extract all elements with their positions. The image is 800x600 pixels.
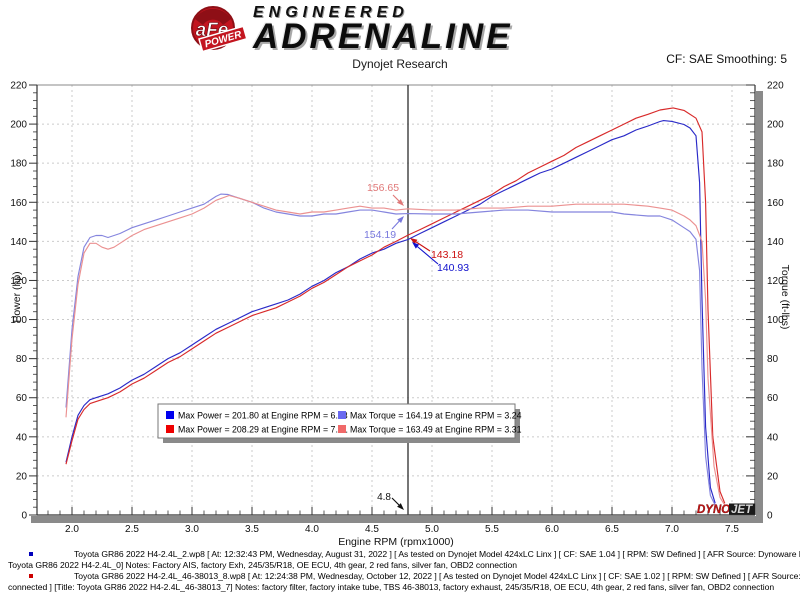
svg-text:200: 200 <box>767 120 784 131</box>
svg-text:140: 140 <box>10 237 27 248</box>
svg-text:40: 40 <box>16 432 28 443</box>
svg-text:4.5: 4.5 <box>365 524 379 535</box>
svg-text:Engine RPM (rpmx1000): Engine RPM (rpmx1000) <box>338 536 454 548</box>
svg-text:156.65: 156.65 <box>367 182 399 194</box>
run2-annotation: Toyota GR86 2022 H4-2.4L_46-38013_8.wp8 … <box>0 571 800 592</box>
svg-text:0: 0 <box>21 511 27 522</box>
svg-text:140: 140 <box>767 237 784 248</box>
dynojet-logo: DYNO JET <box>697 503 756 516</box>
power-run2-curve <box>65 107 726 504</box>
chart-source-title: Dynojet Research <box>352 57 448 71</box>
svg-text:20: 20 <box>767 471 779 482</box>
gridlines <box>37 85 755 515</box>
afe-power-badge-icon: aFe ® POWER <box>191 6 247 53</box>
svg-text:7.0: 7.0 <box>665 524 679 535</box>
svg-text:60: 60 <box>16 393 28 404</box>
run2-line2: connected ] [Title: Toyota GR86 2022 H4-… <box>8 581 775 592</box>
svg-text:4.0: 4.0 <box>305 524 319 535</box>
svg-text:Max Torque = 163.49 at Engine: Max Torque = 163.49 at Engine RPM = 3.31 <box>350 425 522 435</box>
svg-text:80: 80 <box>767 354 779 365</box>
dyno-curves <box>65 107 726 506</box>
svg-text:143.18: 143.18 <box>431 249 463 261</box>
power-run1-curve <box>65 120 716 504</box>
run2-bullet-icon <box>29 574 33 578</box>
torque-run1-curve <box>65 193 716 506</box>
svg-text:6.5: 6.5 <box>605 524 619 535</box>
svg-text:Torque (ft-lbs): Torque (ft-lbs) <box>779 265 791 330</box>
svg-text:Power (hp): Power (hp) <box>11 271 23 322</box>
svg-text:®: ® <box>231 8 236 15</box>
svg-text:140.93: 140.93 <box>437 262 469 274</box>
svg-text:2.0: 2.0 <box>65 524 79 535</box>
svg-text:20: 20 <box>16 471 28 482</box>
svg-text:100: 100 <box>767 315 784 326</box>
svg-text:7.5: 7.5 <box>725 524 739 535</box>
svg-text:JET: JET <box>731 504 753 516</box>
axis-shadow <box>31 91 763 523</box>
svg-text:5.0: 5.0 <box>425 524 439 535</box>
svg-text:120: 120 <box>10 276 27 287</box>
svg-text:Max Power = 208.29 at Engine R: Max Power = 208.29 at Engine RPM = 7.01 <box>178 425 348 435</box>
axis-titles: Power (hp) Torque (ft-lbs) Engine RPM (r… <box>11 265 791 548</box>
run-annotations: Toyota GR86 2022 H4-2.4L_2.wp8 [ At: 12:… <box>0 549 800 593</box>
svg-text:2.5: 2.5 <box>125 524 139 535</box>
run1-line2: Toyota GR86 2022 H4-2.4L_0] Notes: Facto… <box>8 559 517 570</box>
svg-text:180: 180 <box>767 159 784 170</box>
header: aFe ® POWER ENGINEERED ADRENALINE Dynoje… <box>0 0 800 75</box>
run1-bullet-icon <box>29 552 33 556</box>
cursor-rpm-label: 4.8 <box>377 492 404 510</box>
svg-text:120: 120 <box>767 276 784 287</box>
svg-text:100: 100 <box>10 315 27 326</box>
svg-text:154.19: 154.19 <box>364 229 396 241</box>
svg-text:Max Power = 201.80 at Engine R: Max Power = 201.80 at Engine RPM = 6.93 <box>178 411 348 421</box>
svg-text:0: 0 <box>767 511 773 522</box>
svg-text:220: 220 <box>767 81 784 92</box>
svg-text:4.8: 4.8 <box>377 492 391 503</box>
brand-logo: aFe ® POWER ENGINEERED ADRENALINE <box>185 5 512 57</box>
svg-text:80: 80 <box>16 354 28 365</box>
svg-text:60: 60 <box>767 393 779 404</box>
svg-text:6.0: 6.0 <box>545 524 559 535</box>
brand-adrenaline: ADRENALINE <box>253 17 513 56</box>
svg-text:5.5: 5.5 <box>485 524 499 535</box>
svg-text:3.5: 3.5 <box>245 524 259 535</box>
run2-line1: Toyota GR86 2022 H4-2.4L_46-38013_8.wp8 … <box>74 571 800 581</box>
svg-text:220: 220 <box>10 81 27 92</box>
svg-text:Max Torque = 164.19 at Engine: Max Torque = 164.19 at Engine RPM = 3.24 <box>350 411 522 421</box>
svg-text:200: 200 <box>10 120 27 131</box>
brand-engineered: ENGINEERED <box>253 4 409 21</box>
svg-text:180: 180 <box>10 159 27 170</box>
axis-ticks-labels: 0 0 20 20 40 40 60 60 80 80 100 100 120 120 140 140 160 1… <box>10 81 784 536</box>
chart-legend: Max Power = 201.80 at Engine RPM = 6.93 M… <box>157 403 522 443</box>
smoothing-setting: CF: SAE Smoothing: 5 <box>666 52 787 66</box>
svg-text:160: 160 <box>10 198 27 209</box>
svg-text:160: 160 <box>767 198 784 209</box>
torque-run2-curve <box>65 194 726 506</box>
svg-text:DYNO: DYNO <box>697 504 730 516</box>
run1-annotation: Toyota GR86 2022 H4-2.4L_2.wp8 [ At: 12:… <box>0 549 800 570</box>
run1-line1: Toyota GR86 2022 H4-2.4L_2.wp8 [ At: 12:… <box>74 549 800 559</box>
svg-text:3.0: 3.0 <box>185 524 199 535</box>
dyno-chart[interactable]: 0 0 20 20 40 40 60 60 80 80 100 100 120 120 140 140 160 1… <box>0 75 800 549</box>
svg-text:40: 40 <box>767 432 779 443</box>
axes <box>36 84 756 516</box>
